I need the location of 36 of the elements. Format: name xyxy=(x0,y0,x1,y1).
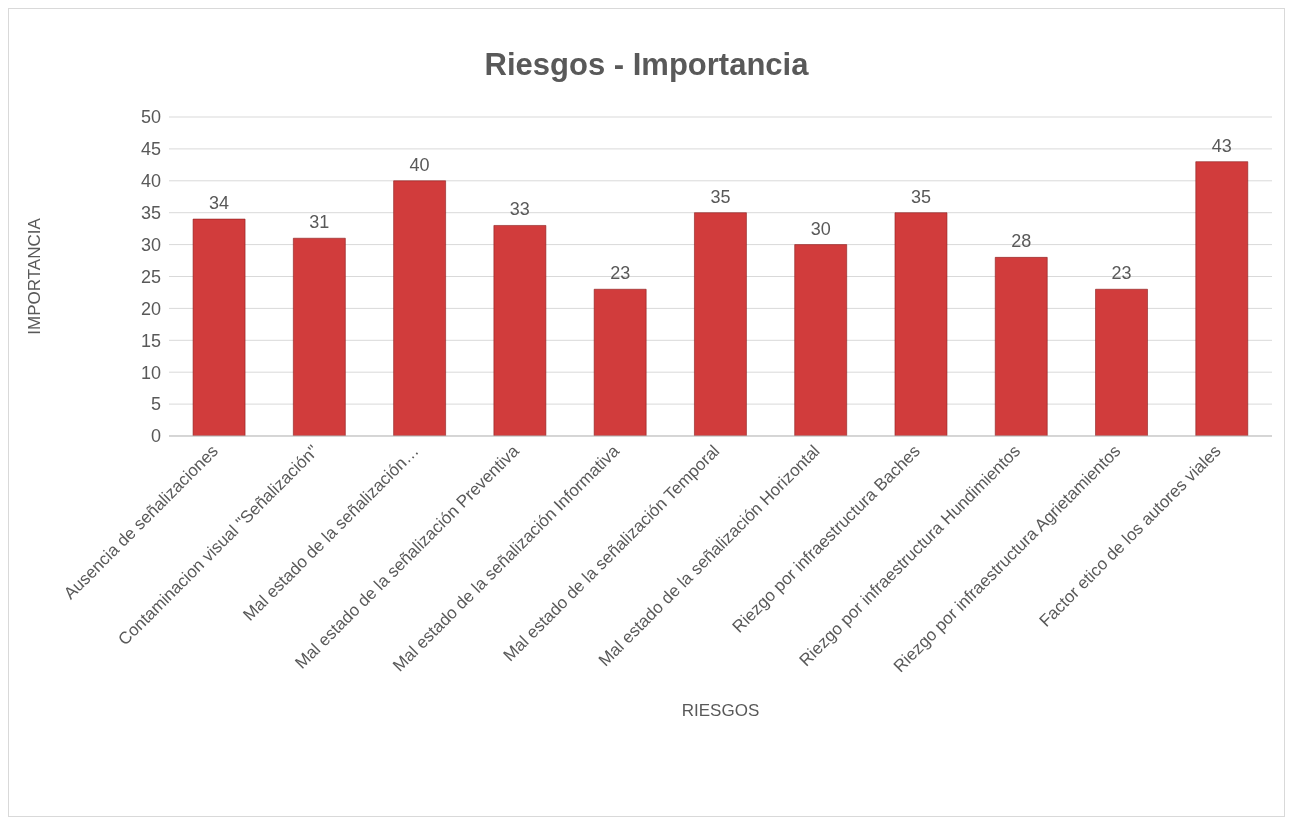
chart-title: Riesgos - Importancia xyxy=(483,47,810,83)
y-tick-label: 15 xyxy=(140,330,161,351)
y-tick-label: 30 xyxy=(140,234,161,255)
bar xyxy=(794,244,847,436)
bar xyxy=(493,225,547,436)
bar xyxy=(393,180,446,436)
y-tick-label: 10 xyxy=(140,362,161,383)
x-axis-title: RIESGOS xyxy=(681,701,760,720)
bar xyxy=(994,257,1048,436)
data-label: 31 xyxy=(309,212,330,233)
bar xyxy=(293,237,346,436)
data-label: 23 xyxy=(610,263,631,284)
bar xyxy=(192,218,246,436)
data-label: 43 xyxy=(1211,135,1232,156)
data-label: 40 xyxy=(409,154,430,175)
bar xyxy=(894,212,948,436)
y-tick-label: 35 xyxy=(140,203,161,224)
bar xyxy=(1195,161,1249,436)
data-label: 35 xyxy=(910,186,931,207)
y-tick-label: 40 xyxy=(140,171,161,192)
bar xyxy=(593,288,647,436)
data-label: 35 xyxy=(710,186,731,207)
y-tick-label: 25 xyxy=(140,266,161,287)
data-label: 33 xyxy=(509,199,530,220)
y-axis-title: IMPORTANCIA xyxy=(25,217,45,335)
y-tick-label: 45 xyxy=(140,139,161,160)
y-tick-label: 0 xyxy=(150,426,161,447)
data-label: 23 xyxy=(1111,263,1132,284)
data-label: 28 xyxy=(1011,231,1032,252)
y-tick-label: 5 xyxy=(150,394,161,415)
data-label: 30 xyxy=(810,218,831,239)
data-label: 34 xyxy=(209,193,230,214)
y-tick-label: 50 xyxy=(140,107,161,128)
bar xyxy=(694,212,747,436)
bar xyxy=(1095,288,1148,436)
y-tick-label: 20 xyxy=(140,298,161,319)
